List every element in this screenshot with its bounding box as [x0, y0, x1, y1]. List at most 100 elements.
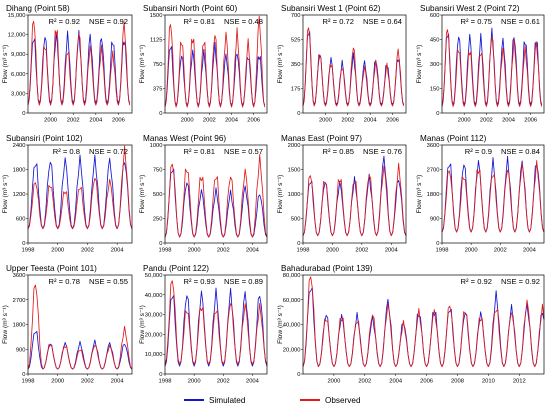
y-tick-label: 500 — [153, 192, 163, 198]
y-axis-label: Flow (m³ s⁻¹) — [416, 175, 423, 214]
series-line-simulated-subansiri-point-102 — [27, 154, 133, 230]
y-tick-label: 20,000 — [283, 347, 301, 353]
chart-subansiri-north-point-60: 0 375 750 1125 1500 2000 2002 2004 2006 Flow (m³ … — [139, 4, 268, 124]
y-tick-label: 9,000 — [11, 52, 26, 58]
panel-title: Bahadurabad (Point 139) — [281, 264, 373, 273]
x-tick-label: 2000 — [458, 118, 471, 124]
y-tick-label: 0 — [22, 111, 25, 117]
y-tick-label: 350 — [291, 62, 301, 68]
x-tick-label: 2004 — [389, 379, 403, 385]
y-tick-label: 50,000 — [145, 273, 163, 279]
nse-stat: NSE = 0.84 — [501, 147, 540, 156]
r-squared-stat: R² = 0.75 — [461, 17, 492, 26]
y-tick-label: 0 — [297, 111, 300, 117]
x-tick-label: 2006 — [386, 118, 399, 124]
series-line-observed-bahadurabad-point-139 — [302, 276, 545, 367]
x-tick-label: 2002 — [67, 118, 80, 124]
x-tick-label: 2002 — [81, 248, 94, 254]
y-tick-label: 750 — [153, 62, 163, 68]
y-tick-label: 1125 — [150, 38, 162, 44]
y-tick-label: 40,000 — [145, 293, 163, 299]
y-axis-label: Flow (m³ s⁻¹) — [139, 305, 146, 344]
y-tick-label: 750 — [153, 168, 163, 174]
y-tick-label: 0 — [159, 111, 162, 117]
y-axis-label: Flow (m³ s⁻¹) — [416, 45, 423, 84]
x-tick-label: 2012 — [513, 379, 526, 385]
legend-simulated-label: Simulated — [209, 396, 246, 405]
y-tick-label: 2700 — [427, 168, 440, 174]
x-tick-label: 2000 — [327, 379, 340, 385]
y-tick-label: 12,000 — [8, 33, 26, 39]
y-tick-label: 60,000 — [283, 298, 301, 304]
x-tick-label: 2008 — [451, 379, 464, 385]
series-line-observed-subansiri-west-1-point-62 — [302, 27, 405, 107]
x-tick-label: 2006 — [247, 118, 260, 124]
x-tick-label: 1998 — [159, 379, 172, 385]
r-squared-stat: R² = 0.81 — [184, 17, 215, 26]
nse-stat: NSE = 0.72 — [89, 147, 128, 156]
y-tick-label: 1800 — [13, 168, 26, 174]
series-line-simulated-manas-east-point-97 — [302, 155, 407, 237]
series-line-simulated-manas-point-112 — [441, 155, 545, 233]
y-tick-label: 700 — [291, 13, 301, 19]
nse-stat: NSE = 0.89 — [224, 277, 263, 286]
x-tick-label: 1998 — [436, 248, 449, 254]
panel-title: Subansiri North (Point 60) — [143, 4, 237, 13]
y-tick-label: 0 — [22, 241, 25, 247]
nse-stat: NSE = 0.92 — [89, 17, 128, 26]
y-axis-label: Flow (m³ s⁻¹) — [2, 175, 9, 214]
nse-stat: NSE = 0.76 — [363, 147, 402, 156]
r-squared-stat: R² = 0.78 — [49, 277, 80, 286]
x-tick-label: 2010 — [482, 379, 495, 385]
x-tick-label: 2004 — [523, 248, 537, 254]
y-axis-label: Flow (m³ s⁻¹) — [277, 45, 284, 84]
nse-stat: NSE = 0.57 — [224, 147, 263, 156]
nse-stat: NSE = 0.92 — [501, 277, 540, 286]
legend: Simulated Observed — [184, 396, 361, 405]
x-tick-label: 2000 — [188, 248, 201, 254]
y-tick-label: 1000 — [288, 192, 301, 198]
panel-title: Manas (Point 112) — [420, 134, 487, 143]
y-tick-label: 2400 — [13, 143, 26, 149]
y-tick-label: 0 — [297, 372, 300, 378]
x-tick-label: 1998 — [22, 379, 35, 385]
x-tick-label: 2006 — [112, 118, 125, 124]
x-tick-label: 2006 — [524, 118, 537, 124]
nse-stat: NSE = 0.48 — [224, 17, 263, 26]
x-tick-label: 2004 — [502, 118, 516, 124]
y-tick-label: 0 — [22, 372, 25, 378]
x-tick-label: 2004 — [225, 118, 239, 124]
y-tick-label: 450 — [430, 38, 440, 44]
chart-subansiri-point-102: 0 600 1200 1800 2400 1998 2000 2002 2004 Flow (m³… — [2, 134, 133, 254]
series-line-observed-manas-west-point-96 — [164, 154, 268, 238]
nse-stat: NSE = 0.64 — [363, 17, 402, 26]
y-tick-label: 80,000 — [283, 273, 301, 279]
x-tick-label: 1998 — [297, 248, 310, 254]
plot-frame — [27, 14, 133, 114]
y-tick-label: 2700 — [13, 298, 26, 304]
chart-pandu-point-122: 0 10,000 20,000 30,000 40,000 50,000 1998 2000 2… — [139, 264, 268, 385]
r-squared-stat: R² = 0.81 — [184, 147, 215, 156]
y-tick-label: 6,000 — [11, 72, 26, 78]
chart-upper-teesta-point-101: 0 900 1800 2700 3600 1998 2000 2002 2004 Flow (m³… — [2, 264, 133, 385]
y-axis-label: Flow (m³ s⁻¹) — [277, 305, 284, 344]
y-tick-label: 3600 — [427, 143, 440, 149]
legend-observed-label: Observed — [325, 396, 361, 405]
series-line-simulated-pandu-point-122 — [164, 287, 268, 367]
x-tick-label: 2002 — [358, 379, 371, 385]
x-tick-label: 2002 — [81, 379, 94, 385]
panel-title: Manas East (Point 97) — [281, 134, 362, 143]
x-tick-label: 2000 — [51, 379, 64, 385]
x-tick-label: 2000 — [181, 118, 194, 124]
chart-subansiri-west-1-point-62: 0 175 350 525 700 2000 2002 2004 2006 Flow (m³ s⁻… — [277, 4, 407, 124]
panel-title: Pandu (Point 122) — [143, 264, 209, 273]
y-tick-label: 10,000 — [145, 352, 163, 358]
y-tick-label: 1800 — [427, 192, 440, 198]
panel-title: Manas West (Point 96) — [143, 134, 226, 143]
y-tick-label: 500 — [291, 217, 301, 223]
r-squared-stat: R² = 0.92 — [461, 277, 492, 286]
panel-title: Subansiri West 1 (Point 62) — [281, 4, 381, 13]
x-tick-label: 2000 — [44, 118, 57, 124]
series-line-simulated-upper-teesta-point-101 — [27, 330, 133, 370]
series-line-simulated-dihang-point-58 — [27, 29, 131, 104]
